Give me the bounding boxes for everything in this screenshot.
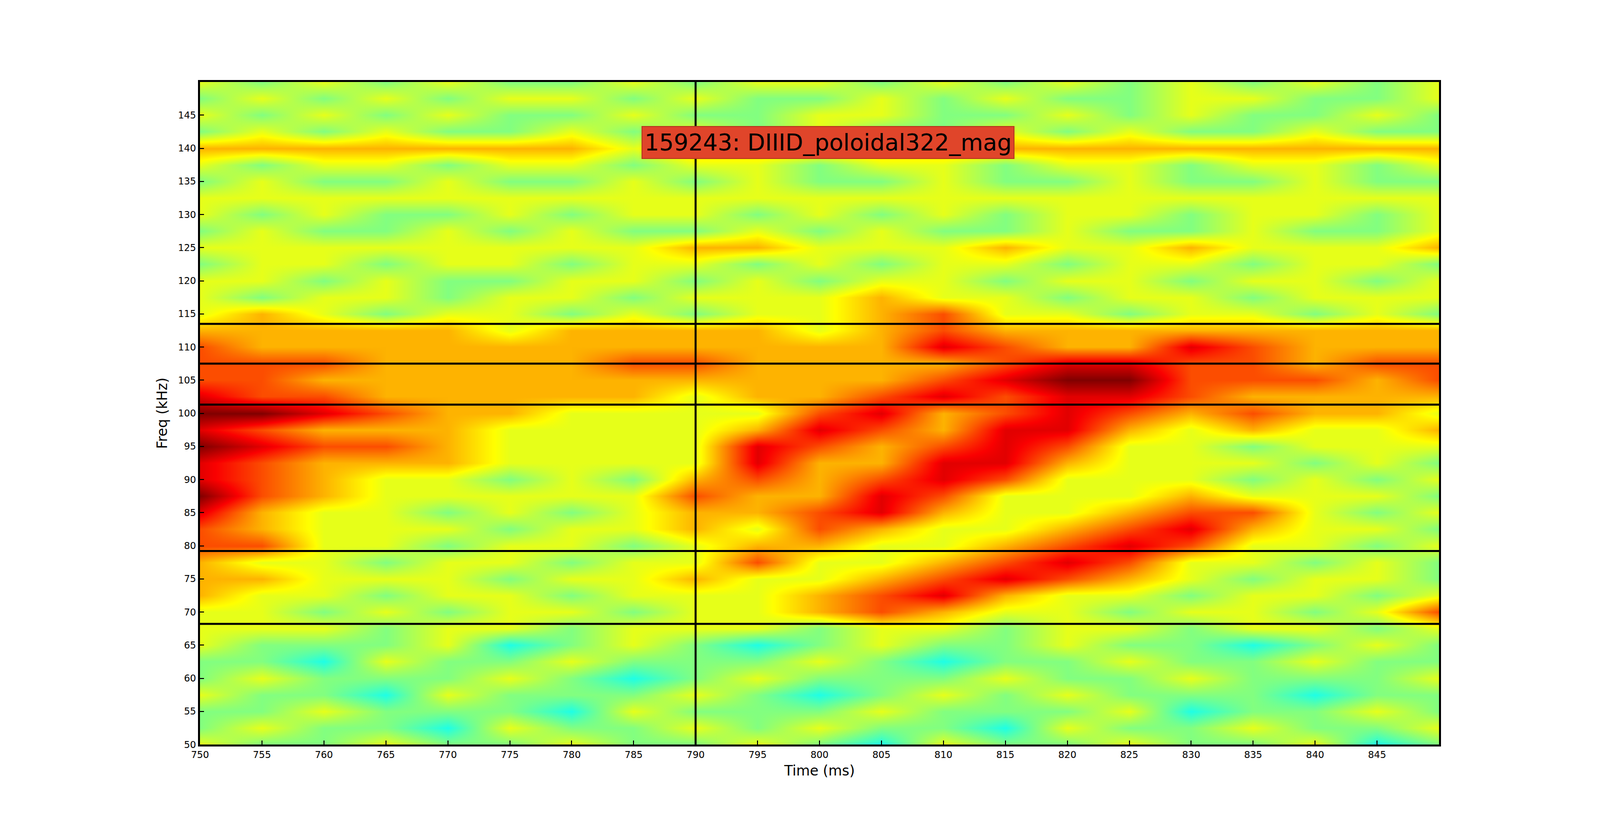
svg-text:115: 115: [178, 308, 196, 319]
svg-text:100: 100: [178, 407, 196, 419]
svg-text:130: 130: [178, 209, 196, 220]
svg-text:105: 105: [178, 374, 196, 386]
svg-text:775: 775: [500, 749, 519, 760]
svg-text:820: 820: [1058, 749, 1076, 760]
svg-text:825: 825: [1120, 749, 1138, 760]
svg-text:140: 140: [178, 142, 196, 154]
svg-text:159243: DIIID_poloidal322_mag: 159243: DIIID_poloidal322_mag: [644, 129, 1012, 156]
svg-text:50: 50: [184, 739, 196, 750]
svg-text:780: 780: [562, 749, 581, 760]
svg-text:60: 60: [184, 672, 196, 684]
svg-text:90: 90: [184, 474, 196, 485]
svg-text:840: 840: [1306, 749, 1324, 760]
svg-text:815: 815: [996, 749, 1015, 760]
svg-text:750: 750: [191, 749, 209, 760]
svg-text:120: 120: [178, 275, 196, 286]
svg-text:770: 770: [438, 749, 457, 760]
svg-text:85: 85: [184, 507, 196, 518]
svg-text:80: 80: [184, 540, 196, 551]
svg-text:830: 830: [1182, 749, 1200, 760]
svg-text:125: 125: [178, 242, 196, 253]
svg-text:Time (ms): Time (ms): [783, 762, 855, 779]
svg-text:65: 65: [184, 639, 196, 651]
svg-text:765: 765: [377, 749, 395, 760]
svg-text:135: 135: [178, 175, 196, 187]
svg-text:795: 795: [748, 749, 767, 760]
svg-text:785: 785: [624, 749, 643, 760]
svg-text:800: 800: [810, 749, 829, 760]
svg-text:75: 75: [184, 573, 196, 584]
svg-text:845: 845: [1368, 749, 1386, 760]
svg-text:110: 110: [178, 341, 196, 353]
svg-text:810: 810: [934, 749, 953, 760]
svg-text:760: 760: [315, 749, 333, 760]
svg-text:Freq (kHz): Freq (kHz): [154, 377, 171, 449]
svg-text:95: 95: [184, 440, 196, 452]
svg-text:805: 805: [872, 749, 891, 760]
svg-text:55: 55: [184, 705, 196, 717]
svg-text:835: 835: [1244, 749, 1262, 760]
svg-text:755: 755: [253, 749, 271, 760]
svg-text:790: 790: [686, 749, 705, 760]
svg-text:145: 145: [178, 109, 196, 121]
svg-text:70: 70: [184, 606, 196, 618]
